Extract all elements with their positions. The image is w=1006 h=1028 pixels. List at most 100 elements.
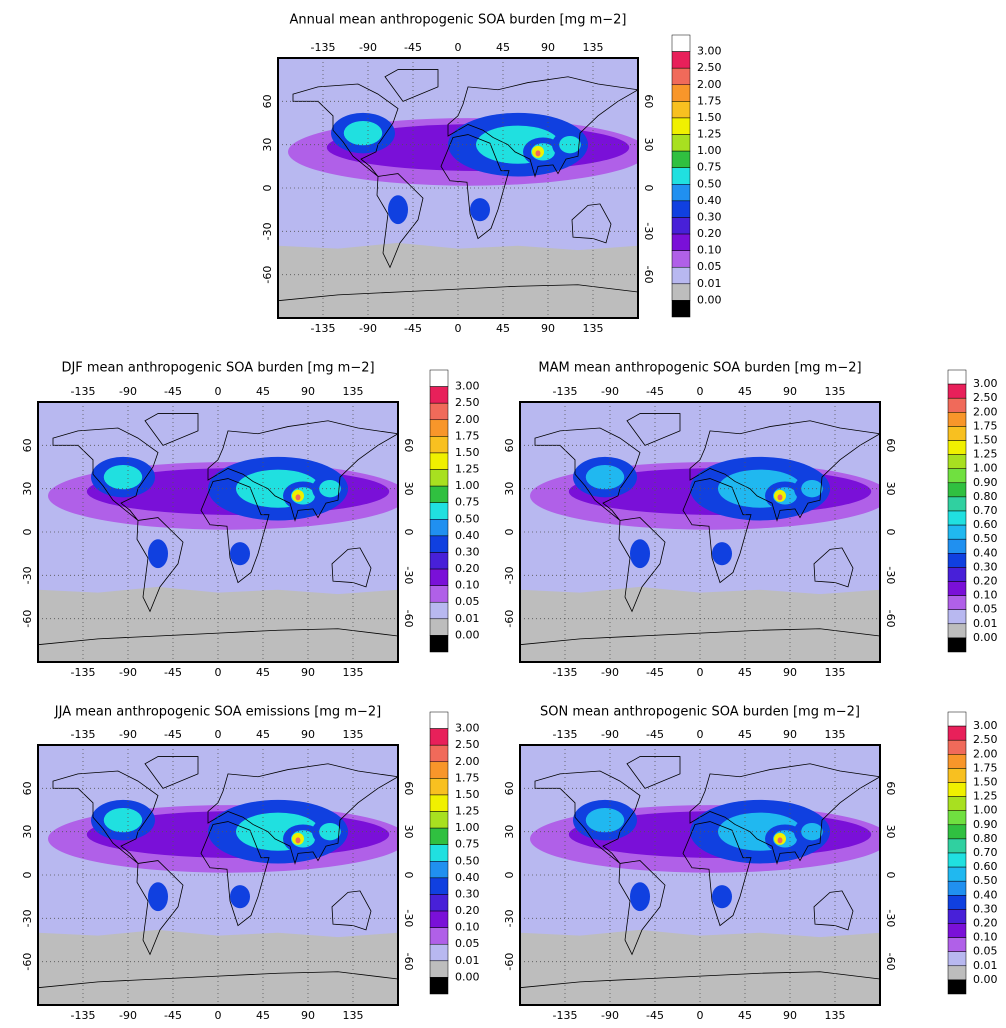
- colorbar-label: 2.50: [973, 391, 998, 404]
- lon-tick-label: 135: [343, 666, 364, 679]
- low-band: [38, 586, 398, 662]
- colorbar-label: 0.01: [455, 612, 480, 625]
- colorbar-label: 3.00: [697, 45, 722, 58]
- colorbar-label: 2.50: [697, 61, 722, 74]
- lon-tick-label: -135: [553, 385, 578, 398]
- coastline: [520, 628, 880, 646]
- coastline: [618, 860, 666, 956]
- lat-tick-label: -60: [642, 266, 655, 284]
- panel-title: Annual mean anthropogenic SOA burden [mg…: [290, 13, 627, 28]
- colorbar-swatch: [947, 412, 967, 427]
- lon-tick-label: 45: [256, 666, 270, 679]
- lon-tick-label: -45: [646, 1009, 664, 1022]
- colorbar-swatch: [947, 979, 967, 995]
- colorbar-label: 0.40: [455, 529, 480, 542]
- colorbar-swatch: [429, 728, 449, 746]
- colorbar-swatch: [947, 782, 967, 797]
- colorbar-label: 2.00: [455, 413, 480, 426]
- colorbar-label: 3.00: [455, 722, 480, 735]
- lon-tick-label: 90: [783, 385, 797, 398]
- hotspot-core: [535, 150, 541, 157]
- colorbar-label: 0.70: [973, 846, 998, 859]
- colorbar-swatch: [947, 538, 967, 554]
- coastline: [534, 770, 641, 864]
- lat-tick-label: -60: [402, 610, 415, 628]
- colorbar-label: 2.50: [973, 733, 998, 746]
- colorbar-swatch: [429, 861, 449, 879]
- lat-tick-label: -60: [503, 953, 516, 971]
- coastline: [52, 427, 159, 521]
- colorbar-label: 0.00: [455, 628, 480, 641]
- concentration-region: [712, 542, 732, 566]
- lat-tick-label: 0: [503, 529, 516, 536]
- colorbar-label: 0.60: [973, 518, 998, 531]
- colorbar-label: 0.30: [455, 887, 480, 900]
- colorbar-label: 1.25: [455, 463, 480, 476]
- lat-tick-label: 0: [402, 872, 415, 879]
- low-band: [278, 242, 638, 318]
- lon-tick-label: -45: [404, 322, 422, 335]
- lon-tick-label: -45: [164, 728, 182, 741]
- colorbar-label: 0.00: [973, 631, 998, 644]
- colorbar-label: 1.00: [973, 462, 998, 475]
- map-frame: [277, 57, 639, 319]
- concentration-region: [148, 539, 168, 569]
- colorbar-label: 0.00: [697, 293, 722, 306]
- colorbar-label: 0.20: [455, 904, 480, 917]
- colorbar-swatch: [671, 217, 691, 235]
- colorbar-swatch: [947, 725, 967, 741]
- colorbar-swatch: [947, 937, 967, 952]
- colorbar-swatch: [429, 436, 449, 454]
- colorbar-label: 0.80: [973, 832, 998, 845]
- map: [520, 745, 880, 1005]
- colorbar-label: 0.05: [697, 260, 722, 273]
- lon-tick-label: -90: [601, 728, 619, 741]
- lon-tick-label: 135: [343, 728, 364, 741]
- colorbar-label: 0.75: [455, 496, 480, 509]
- lon-tick-label: 0: [697, 385, 704, 398]
- colorbar-label: 3.00: [973, 719, 998, 732]
- lat-tick-label: 0: [21, 529, 34, 536]
- lon-tick-label: 135: [583, 322, 604, 335]
- colorbar-label: 1.75: [697, 94, 722, 107]
- lat-tick-label: -30: [503, 566, 516, 584]
- colorbar-swatch: [429, 927, 449, 945]
- colorbar-label: 0.30: [455, 545, 480, 558]
- lon-tick-label: -135: [71, 666, 96, 679]
- colorbar-swatch: [947, 426, 967, 441]
- colorbar-label: 2.50: [455, 738, 480, 751]
- lon-tick-label: 45: [256, 728, 270, 741]
- concentration-core: [103, 807, 143, 833]
- colorbar-swatch: [671, 101, 691, 119]
- colorbar-label: 1.00: [455, 821, 480, 834]
- coastline: [278, 284, 638, 302]
- colorbar-swatch: [429, 502, 449, 520]
- lat-tick-label: -30: [503, 909, 516, 927]
- concentration-region: [148, 882, 168, 912]
- lat-tick-label: 0: [21, 872, 34, 879]
- lon-tick-label: 0: [455, 322, 462, 335]
- hotspot-core: [295, 494, 301, 501]
- colorbar-label: 0.70: [973, 504, 998, 517]
- lon-tick-label: 135: [825, 728, 846, 741]
- colorbar-label: 3.00: [455, 380, 480, 393]
- colorbar-label: 1.00: [697, 144, 722, 157]
- colorbar-label: 1.50: [973, 776, 998, 789]
- colorbar-label: 1.75: [455, 429, 480, 442]
- lon-tick-label: -90: [359, 41, 377, 54]
- coastline: [534, 427, 641, 521]
- coastline: [52, 770, 159, 864]
- lon-tick-label: -45: [164, 666, 182, 679]
- concentration-region: [388, 195, 408, 225]
- coastline: [682, 478, 752, 584]
- colorbar-swatch: [947, 880, 967, 896]
- lon-tick-label: -90: [601, 385, 619, 398]
- lon-tick-label: 45: [738, 666, 752, 679]
- coastline: [376, 173, 424, 269]
- colorbar-swatch: [429, 601, 449, 620]
- coastline: [618, 517, 666, 613]
- lat-tick-label: 30: [261, 138, 274, 152]
- colorbar-swatch: [671, 266, 691, 285]
- lon-tick-label: -45: [404, 41, 422, 54]
- colorbar-swatch: [947, 609, 967, 625]
